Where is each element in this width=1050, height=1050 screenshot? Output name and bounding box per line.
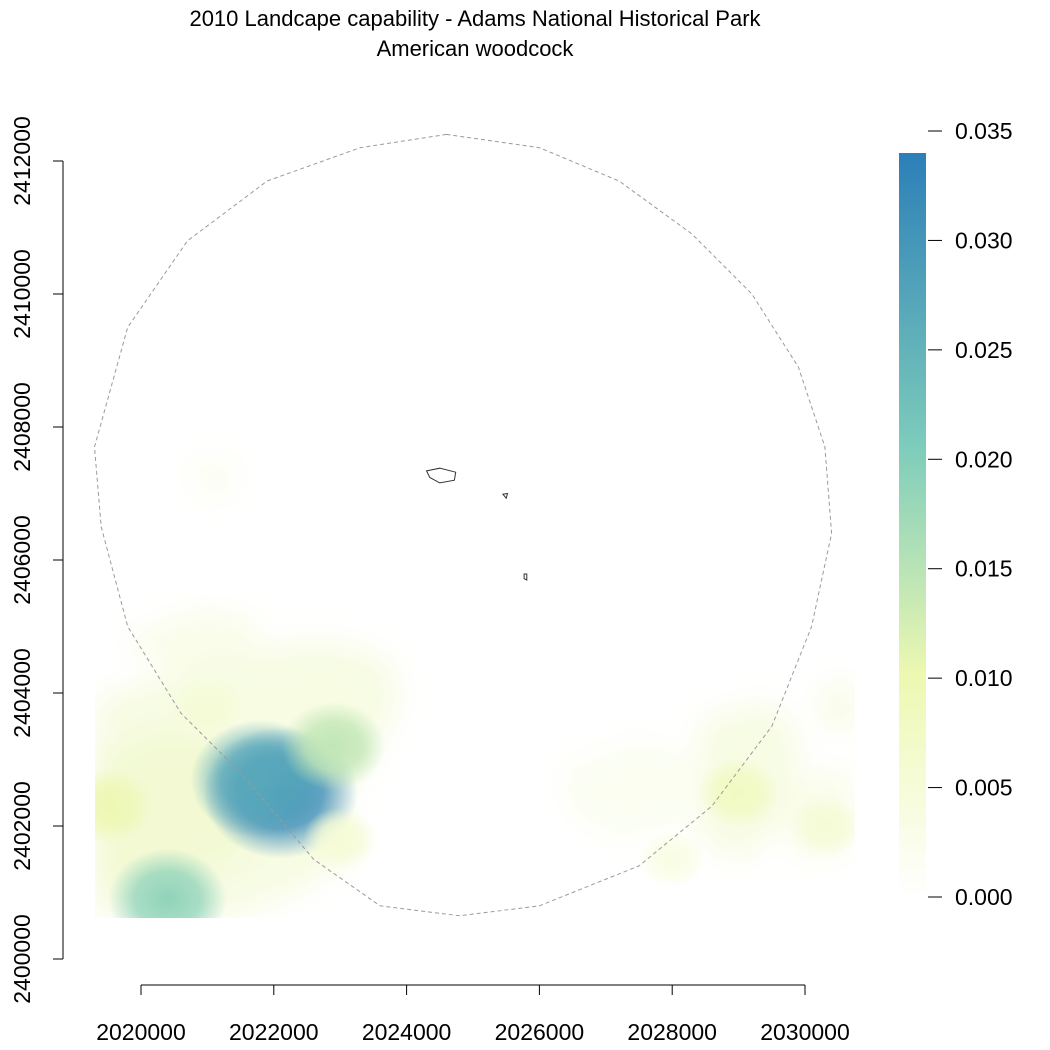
- x-tick-label: 2022000: [229, 1019, 319, 1045]
- hotspot: [108, 848, 228, 918]
- x-axis: 2020000 2022000 2024000 2026000 2028000 20300…: [96, 984, 850, 1045]
- y-tick-label: 2406000: [9, 515, 35, 605]
- legend-tick-label: 0.000: [955, 884, 1013, 910]
- legend-tick-label: 0.010: [955, 665, 1013, 691]
- hotspot: [281, 702, 386, 791]
- hotspot-layer: [95, 674, 855, 918]
- hotspot: [95, 768, 153, 844]
- x-tick-label: 2028000: [627, 1019, 717, 1045]
- legend-tick-label: 0.025: [955, 337, 1013, 363]
- park-unit-outline: [523, 573, 528, 581]
- park-units: [425, 467, 528, 581]
- hotspot: [697, 757, 781, 829]
- legend-color-bar: [899, 153, 926, 898]
- y-tick-label: 2400000: [9, 914, 35, 1004]
- y-tick-label: 2412000: [9, 116, 35, 206]
- hotspot: [787, 794, 855, 858]
- legend-tick-label: 0.030: [955, 227, 1013, 253]
- x-tick-label: 2020000: [96, 1019, 186, 1045]
- park-unit-outline: [425, 467, 457, 484]
- legend-tick-label: 0.035: [955, 118, 1013, 144]
- y-tick-label: 2402000: [9, 781, 35, 871]
- study-area-boundary: [93, 133, 833, 917]
- park-unit-outline: [501, 492, 509, 500]
- legend-tick-label: 0.020: [955, 446, 1013, 472]
- hotspot: [170, 674, 245, 738]
- color-legend: 0.000 0.005 0.010 0.015 0.020 0.025 0.030 0.035: [899, 118, 1013, 910]
- hotspot: [303, 807, 378, 871]
- capability-raster: [95, 460, 855, 918]
- x-tick-label: 2024000: [362, 1019, 452, 1045]
- legend-tick-label: 0.005: [955, 775, 1013, 801]
- y-tick-label: 2410000: [9, 249, 35, 339]
- hotspot: [638, 830, 707, 889]
- y-axis: 2400000 2402000 2404000 2406000 2408000 24100…: [9, 116, 64, 1004]
- x-tick-label: 2030000: [760, 1019, 850, 1045]
- x-tick-label: 2026000: [495, 1019, 585, 1045]
- legend-tick-label: 0.015: [955, 556, 1013, 582]
- study-area-outline: [93, 133, 833, 917]
- legend-ticks: 0.000 0.005 0.010 0.015 0.020 0.025 0.030 0.035: [928, 118, 1013, 910]
- map-subtitle: American woodcock: [377, 36, 575, 61]
- map-title: 2010 Landcape capability - Adams Nationa…: [189, 6, 761, 31]
- y-tick-label: 2404000: [9, 648, 35, 738]
- y-tick-label: 2408000: [9, 382, 35, 472]
